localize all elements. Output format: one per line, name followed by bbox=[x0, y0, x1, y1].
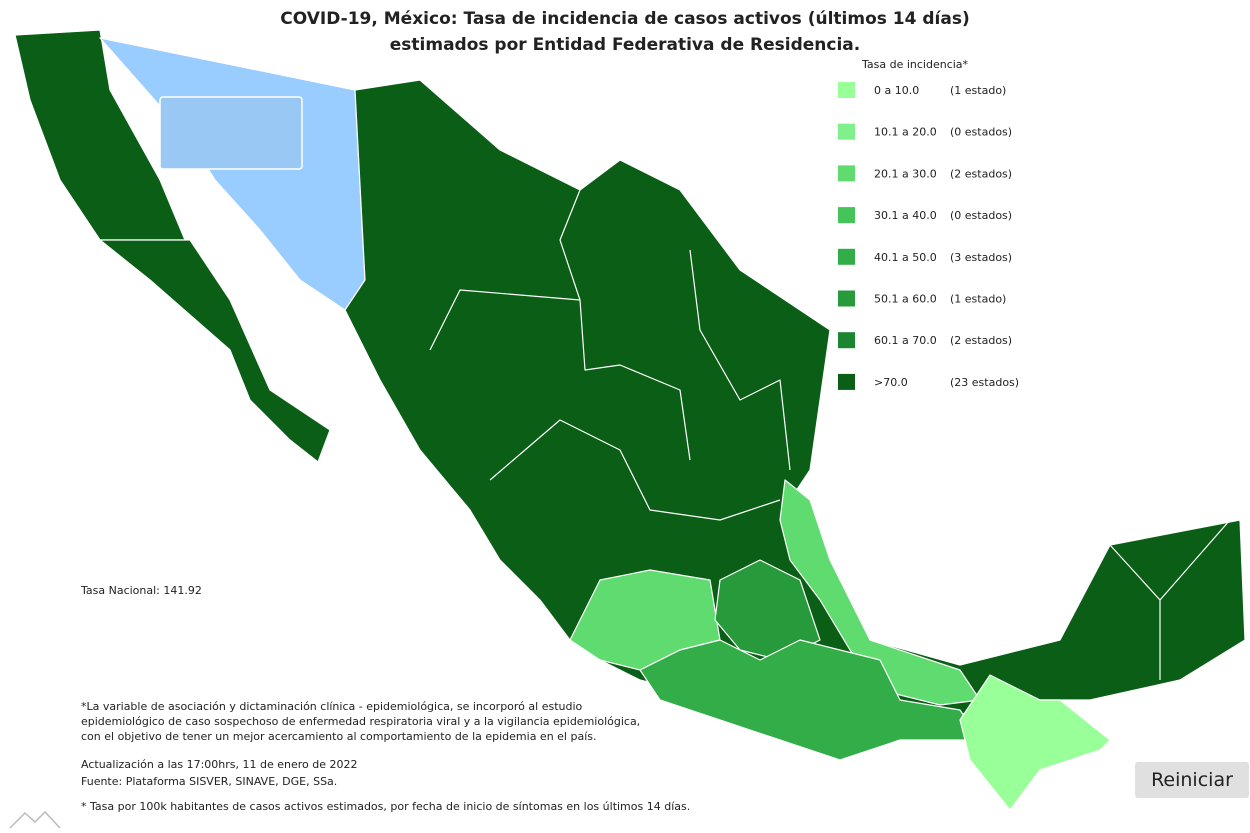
button-label[interactable]: Reiniciar bbox=[1151, 769, 1233, 791]
legend-range: 0 a 10.0 bbox=[874, 84, 919, 97]
border bbox=[689, 249, 791, 471]
national-rate: Tasa Nacional: 141.92 bbox=[80, 584, 202, 597]
legend-count: (3 estados) bbox=[950, 251, 1012, 264]
state bbox=[959, 674, 1111, 811]
legend-swatch bbox=[838, 290, 855, 307]
legend-range: 40.1 a 50.0 bbox=[874, 251, 937, 264]
logo bbox=[9, 810, 61, 829]
state bbox=[99, 239, 331, 463]
note-line: epidemiológico de caso sospechoso de enf… bbox=[81, 715, 640, 728]
legend-count: (1 estado) bbox=[950, 84, 1006, 97]
source: Fuente: Plataforma SISVER, SINAVE, DGE, … bbox=[81, 775, 337, 788]
legend-range: 50.1 a 60.0 bbox=[874, 293, 937, 306]
legend-swatch bbox=[838, 82, 855, 98]
border bbox=[429, 289, 691, 461]
legend-swatch bbox=[838, 207, 855, 224]
border bbox=[559, 189, 581, 301]
legend-title: Tasa de incidencia* bbox=[861, 58, 969, 71]
legend-count: (2 estados) bbox=[950, 334, 1012, 347]
legend-swatch bbox=[838, 165, 855, 182]
legend-count: (0 estados) bbox=[950, 209, 1012, 222]
legend-count: (23 estados) bbox=[950, 376, 1019, 389]
reset-button[interactable]: Reiniciar bbox=[1135, 762, 1249, 798]
footnote: * Tasa por 100k habitantes de casos acti… bbox=[81, 800, 690, 813]
map bbox=[14, 29, 1246, 811]
legend-count: (0 estados) bbox=[950, 126, 1012, 139]
legend: 0 a 10.0 (1 estado) 10.1 a 20.0 (0 estados)… bbox=[838, 82, 1019, 390]
title: COVID-19, México: Tasa de incidencia de … bbox=[280, 9, 969, 29]
note-line: con el objetivo de tener un mejor acerca… bbox=[81, 730, 597, 743]
legend-swatch bbox=[838, 248, 855, 265]
state bbox=[639, 639, 981, 761]
update: Actualización a las 17:00hrs, 11 de ener… bbox=[81, 758, 358, 771]
tooltip bbox=[159, 96, 303, 170]
legend-range: >70.0 bbox=[874, 376, 908, 389]
legend-swatch bbox=[838, 373, 855, 390]
note-line: *La variable de asociación y dictaminaci… bbox=[81, 700, 583, 713]
legend-swatch bbox=[838, 123, 855, 140]
legend-range: 20.1 a 30.0 bbox=[874, 167, 937, 180]
legend-range: 10.1 a 20.0 bbox=[874, 126, 937, 139]
legend-count: (2 estados) bbox=[950, 167, 1012, 180]
border bbox=[489, 419, 781, 521]
legend-count: (1 estado) bbox=[950, 293, 1006, 306]
legend-range: 30.1 a 40.0 bbox=[874, 209, 937, 222]
legend-range: 60.1 a 70.0 bbox=[874, 334, 937, 347]
title: estimados por Entidad Federativa de Resi… bbox=[390, 35, 860, 55]
legend-swatch bbox=[838, 332, 855, 349]
notes: *La variable de asociación y dictaminaci… bbox=[81, 700, 640, 743]
button-bg[interactable] bbox=[1135, 762, 1249, 798]
